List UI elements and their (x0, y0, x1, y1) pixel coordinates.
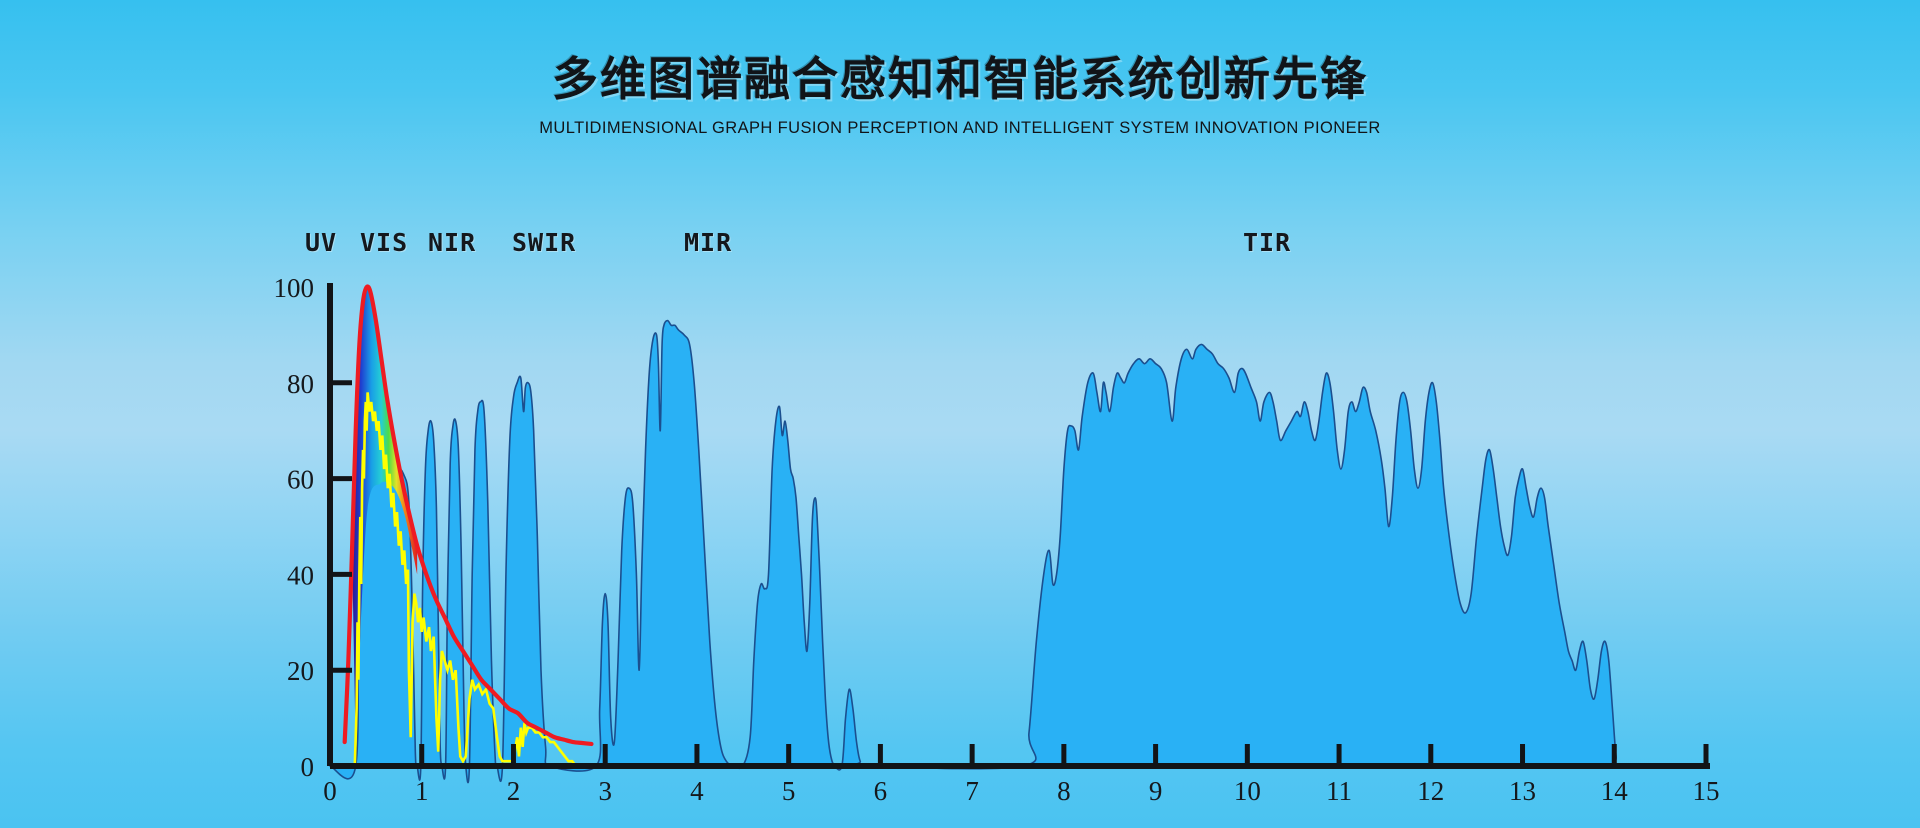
solar-spectrum-line (353, 392, 577, 767)
blackbody-envelope-line (342, 284, 594, 747)
band-label-tir: TIR (1243, 228, 1292, 257)
y-axis-tick-label: 20 (287, 656, 314, 686)
x-axis-tick-label: 3 (598, 776, 612, 806)
y-axis-tick-label: 60 (287, 465, 314, 495)
x-axis-tick-label: 8 (1057, 776, 1071, 806)
x-axis-tick-label: 4 (690, 776, 704, 806)
x-axis-tick-label: 11 (1326, 776, 1352, 806)
y-axis-tick-label: 80 (287, 369, 314, 399)
x-axis-tick-label: 5 (782, 776, 796, 806)
spectral-band-label-row: UV VIS NIR SWIR MIR TIR (0, 228, 1920, 262)
x-axis-tick-label: 9 (1149, 776, 1163, 806)
y-axis-tick-label: 100 (274, 273, 315, 303)
atmospheric-transmittance-area (329, 319, 1707, 784)
y-axis-ticks (330, 380, 352, 673)
band-label-nir: NIR (428, 228, 477, 257)
x-axis-ticks (419, 744, 1709, 766)
x-axis-tick-label: 7 (965, 776, 979, 806)
x-axis-tick-label: 13 (1509, 776, 1536, 806)
band-label-mir: MIR (684, 228, 733, 257)
x-axis-tick-label: 14 (1601, 776, 1629, 806)
x-axis-tick-labels: 0 1 2 3 4 5 6 7 8 9 10 11 12 13 14 15 (323, 776, 1719, 806)
page-title: 多维图谱融合感知和智能系统创新先锋 (552, 53, 1368, 105)
x-axis-tick-label: 1 (415, 776, 429, 806)
x-axis-tick-label: 10 (1234, 776, 1261, 806)
y-axis-tick-labels: 0 20 40 60 80 100 (274, 273, 315, 782)
band-label-uv: UV (305, 228, 338, 257)
page-subtitle: MULTIDIMENSIONAL GRAPH FUSION PERCEPTION… (539, 118, 1381, 137)
x-axis-tick-label: 6 (874, 776, 888, 806)
y-axis-tick-label: 0 (301, 752, 315, 782)
y-axis-tick-label: 40 (287, 560, 314, 590)
x-axis-tick-label: 0 (323, 776, 337, 806)
x-axis-tick-label: 15 (1693, 776, 1720, 806)
band-label-vis: VIS (360, 228, 409, 257)
x-axis-tick-label: 2 (507, 776, 521, 806)
transmittance-area-group (329, 319, 1707, 784)
poster-header: 多维图谱融合感知和智能系统创新先锋 MULTIDIMENSIONAL GRAPH… (0, 54, 1920, 138)
band-label-swir: SWIR (512, 228, 577, 257)
x-axis-tick-label: 12 (1417, 776, 1444, 806)
